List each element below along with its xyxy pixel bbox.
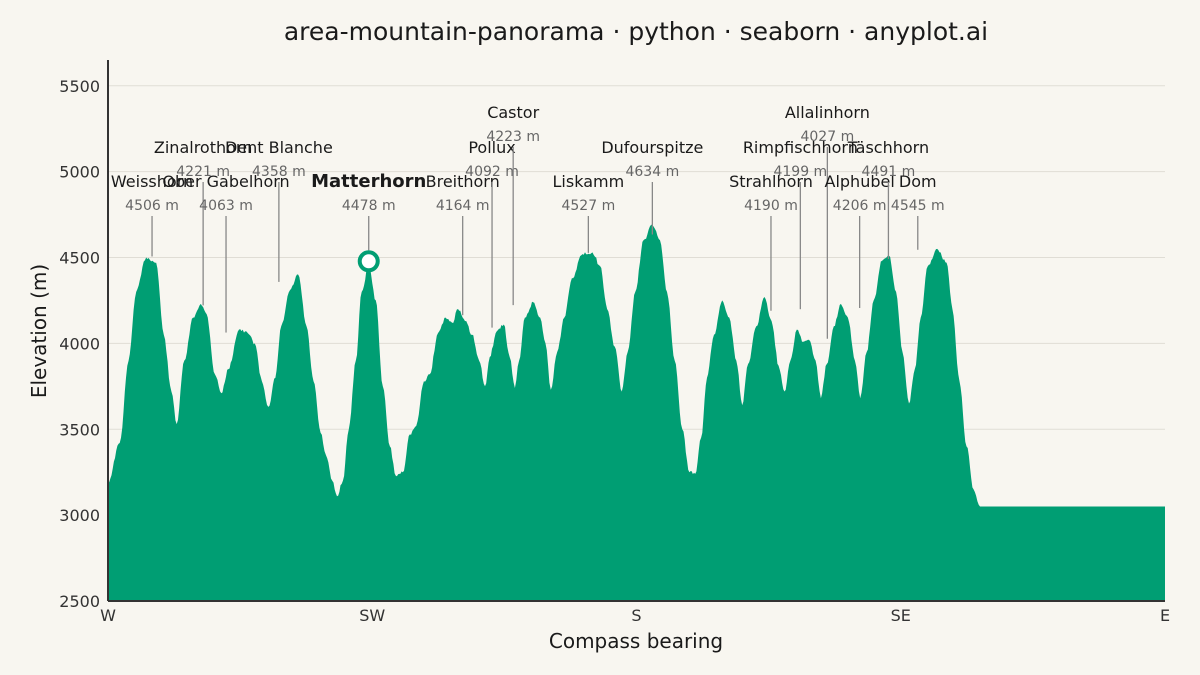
peak-elevation: 4092 m [465, 164, 519, 180]
peak-elevation: 4478 m [342, 198, 396, 214]
y-tick-4500: 4500 [59, 249, 100, 268]
peak-allalinhorn: Allalinhorn 4027 m [785, 103, 870, 339]
peak-elevation: 4545 m [891, 198, 945, 214]
peak-elevation: 4223 m [486, 129, 540, 145]
y-tick-labels: 2500 3000 3500 4000 4500 5000 5500 [59, 77, 100, 611]
peak-name: Liskamm [553, 172, 625, 191]
x-tick-sw: SW [359, 606, 385, 625]
peak-dufourspitze: Dufourspitze 4634 m [601, 138, 703, 235]
peak-name: Allalinhorn [785, 103, 870, 122]
peak-elevation: 4527 m [561, 198, 615, 214]
peak-pollux: Pollux 4092 m [465, 138, 519, 328]
y-tick-3000: 3000 [59, 506, 100, 525]
peak-name: Castor [487, 103, 539, 122]
peak-elevation: 4491 m [862, 164, 916, 180]
y-tick-5000: 5000 [59, 163, 100, 182]
y-tick-4000: 4000 [59, 334, 100, 353]
peak-name: Täschhorn [847, 138, 929, 157]
y-axis-label: Elevation (m) [27, 264, 51, 398]
terrain-profile-area [108, 224, 1165, 602]
peak-elevation: 4634 m [625, 164, 679, 180]
peak-name: Dent Blanche [225, 138, 333, 157]
peak-name: Rimpfischhorn [743, 138, 858, 157]
peak-t-schhorn: Täschhorn 4491 m [847, 138, 929, 260]
x-tick-e: E [1160, 606, 1170, 625]
terrain-area [108, 224, 1165, 602]
peak-strahlhorn: Strahlhorn 4190 m [729, 172, 813, 311]
peak-liskamm: Liskamm 4527 m [553, 172, 625, 253]
peak-elevation: 4199 m [773, 164, 827, 180]
axes [107, 60, 1165, 602]
x-tick-s: S [631, 606, 641, 625]
peak-dent-blanche: Dent Blanche 4358 m [225, 138, 333, 282]
peak-name: Weisshorn [111, 172, 193, 191]
peak-name: Ober Gabelhorn [162, 172, 289, 191]
peak-name: Zinalrothorn [154, 138, 252, 157]
peak-elevation: 4221 m [176, 164, 230, 180]
peak-zinalrothorn: Zinalrothorn 4221 m [154, 138, 252, 306]
peak-name: Breithorn [426, 172, 500, 191]
peak-name: Dom [899, 172, 937, 191]
peak-name: Dufourspitze [601, 138, 703, 157]
peak-elevation: 4027 m [800, 129, 854, 145]
peak-name: Strahlhorn [729, 172, 813, 191]
y-tick-5500: 5500 [59, 77, 100, 96]
peak-elevation: 4206 m [833, 198, 887, 214]
x-axis-label: Compass bearing [549, 629, 723, 653]
peak-breithorn: Breithorn 4164 m [426, 172, 500, 316]
y-tick-2500: 2500 [59, 592, 100, 611]
x-tick-labels: W SW S SE E [100, 606, 1170, 625]
peak-alphubel: Alphubel 4206 m [825, 172, 895, 309]
peak-ober-gabelhorn: Ober Gabelhorn 4063 m [162, 172, 290, 333]
y-tick-3500: 3500 [59, 420, 100, 439]
peak-elevation: 4506 m [125, 198, 179, 214]
peak-dom: Dom 4545 m [891, 172, 945, 250]
peak-name: Alphubel [825, 172, 895, 191]
x-tick-se: SE [891, 606, 911, 625]
peak-elevation: 4164 m [436, 198, 490, 214]
chart-title: area-mountain-panorama · python · seabor… [284, 17, 988, 46]
peak-matterhorn: Matterhorn 4478 m [311, 171, 426, 273]
peak-rimpfischhorn: Rimpfischhorn 4199 m [743, 138, 858, 310]
peak-elevation: 4358 m [252, 164, 306, 180]
peak-weisshorn: Weisshorn 4506 m [111, 172, 193, 257]
x-tick-w: W [100, 606, 116, 625]
peak-elevation: 4190 m [744, 198, 798, 214]
highlight-marker [357, 250, 380, 273]
peak-name: Matterhorn [311, 171, 426, 192]
peak-elevation: 4063 m [199, 198, 253, 214]
peak-castor: Castor 4223 m [486, 103, 540, 306]
peak-name: Pollux [468, 138, 515, 157]
